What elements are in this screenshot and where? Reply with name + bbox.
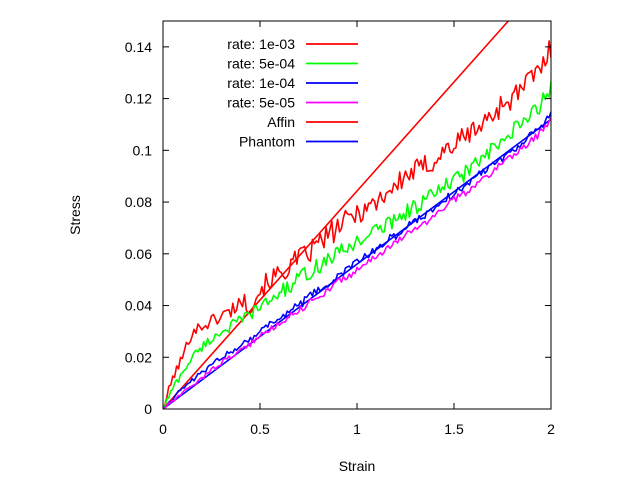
x-tick-label: 0.5 xyxy=(250,421,270,437)
legend-label: rate: 1e-04 xyxy=(227,75,295,91)
series-line-2 xyxy=(163,111,551,409)
x-tick-label: 0 xyxy=(159,421,167,437)
legend-label: rate: 5e-04 xyxy=(227,56,295,72)
series-line-5 xyxy=(163,118,551,409)
legend-label: Phantom xyxy=(239,134,295,150)
legend-label: rate: 1e-03 xyxy=(227,36,295,52)
x-axis-label: Strain xyxy=(339,458,376,474)
x-tick-label: 1 xyxy=(353,421,361,437)
series-line-0 xyxy=(163,40,551,409)
series-line-3 xyxy=(163,117,551,409)
y-axis-label: Stress xyxy=(67,195,83,235)
y-tick-label: 0.12 xyxy=(125,91,152,107)
legend-label: Affin xyxy=(267,114,295,130)
y-tick-label: 0.08 xyxy=(125,194,152,210)
y-tick-label: 0 xyxy=(144,401,152,417)
legend-label: rate: 5e-05 xyxy=(227,95,295,111)
y-tick-label: 0.04 xyxy=(125,298,152,314)
ticks-layer: 0 0.5 1 1.5 2 0 0.02 0.04 0.06 0.08 0.1 0.12 0.14 xyxy=(125,21,555,437)
y-tick-label: 0.1 xyxy=(133,142,153,158)
series-line-4 xyxy=(163,21,509,409)
y-tick-label: 0.14 xyxy=(125,39,152,55)
series-layer xyxy=(163,21,551,409)
plot-frame xyxy=(162,20,552,410)
y-tick-label: 0.06 xyxy=(125,246,152,262)
series-line-1 xyxy=(163,81,551,409)
x-tick-label: 1.5 xyxy=(444,421,464,437)
legend: rate: 1e-03 rate: 5e-04 rate: 1e-04 rate: 5… xyxy=(227,36,358,150)
x-tick-label: 2 xyxy=(547,421,555,437)
y-tick-label: 0.02 xyxy=(125,349,152,365)
